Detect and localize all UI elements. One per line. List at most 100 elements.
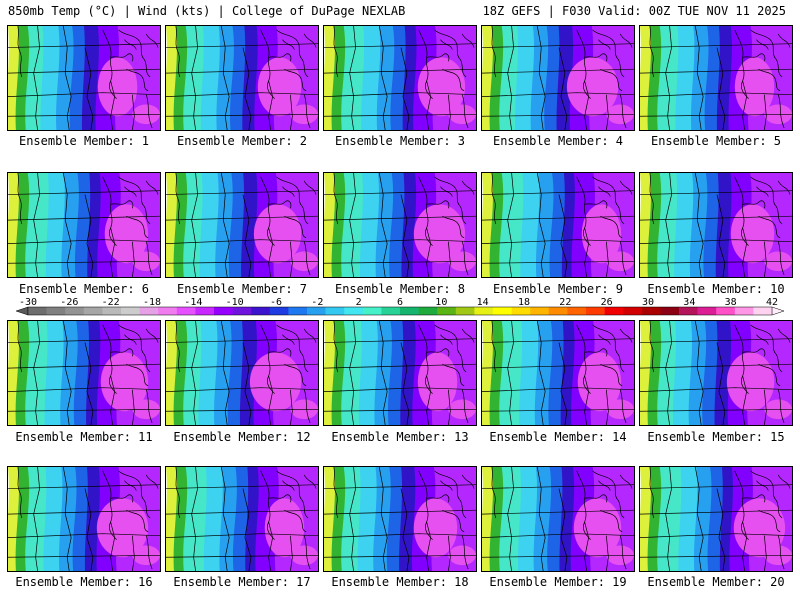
colorbar-swatch	[158, 307, 178, 315]
warm-core	[264, 498, 305, 558]
colorbar-swatch	[567, 307, 587, 315]
temperature-field	[8, 467, 160, 571]
ensemble-member-map	[7, 466, 161, 572]
colorbar-swatch	[269, 307, 289, 315]
ensemble-member-map	[323, 466, 477, 572]
colorbar-swatch	[121, 307, 140, 315]
colorbar-swatch	[400, 307, 419, 315]
ensemble-member-map	[639, 466, 793, 572]
colorbar-swatch	[511, 307, 531, 315]
ensemble-member-map	[165, 25, 319, 131]
panel-caption: Ensemble Member: 2	[176, 134, 308, 148]
colorbar-swatch	[46, 307, 66, 315]
warm-core	[100, 352, 149, 412]
temperature-field	[640, 321, 792, 425]
colorbar-swatch	[437, 307, 457, 315]
panel-caption: Ensemble Member: 8	[334, 282, 466, 296]
ensemble-member-map	[639, 320, 793, 426]
ensemble-member-map	[7, 25, 161, 131]
colorbar-tick-label: -26	[60, 297, 78, 308]
ensemble-member-map	[165, 466, 319, 572]
colorbar-tick-label: -6	[270, 297, 282, 308]
colorbar-tick-label: -18	[143, 297, 161, 308]
ensemble-member-map	[639, 172, 793, 278]
panel-caption: Ensemble Member: 9	[492, 282, 624, 296]
ensemble-member-map	[7, 320, 161, 426]
colorbar-swatch	[176, 307, 196, 315]
colorbar-swatch	[232, 307, 252, 315]
panel-caption: Ensemble Member: 6	[18, 282, 150, 296]
panel-caption: Ensemble Member: 18	[331, 575, 469, 589]
panel-caption: Ensemble Member: 1	[18, 134, 150, 148]
colorbar-swatch	[65, 307, 85, 315]
colorbar-swatch	[697, 307, 717, 315]
colorbar-tick-label: -22	[102, 297, 120, 308]
colorbar-swatch	[753, 307, 773, 315]
colorbar-swatch	[381, 307, 401, 315]
temperature-field	[482, 26, 634, 130]
panel-caption: Ensemble Member: 12	[173, 430, 311, 444]
colorbar-swatch	[288, 307, 308, 315]
colorbar-tick-label: -14	[184, 297, 202, 308]
panel-caption: Ensemble Member: 7	[176, 282, 308, 296]
temperature-field	[640, 26, 792, 130]
colorbar-tick-label: 42	[766, 297, 778, 308]
warm-core	[249, 352, 302, 412]
panel-caption: Ensemble Member: 10	[647, 282, 785, 296]
warm-core	[577, 352, 622, 412]
ensemble-member-map	[481, 466, 635, 572]
panel-caption: Ensemble Member: 3	[334, 134, 466, 148]
temperature-field	[482, 321, 634, 425]
colorbar-tick-label: 22	[559, 297, 571, 308]
ensemble-member-map	[323, 320, 477, 426]
colorbar-tick-label: 38	[725, 297, 737, 308]
temperature-field	[324, 467, 476, 571]
colorbar-swatch	[641, 307, 661, 315]
warm-core	[413, 498, 458, 558]
colorbar-tick-label: -30	[19, 297, 37, 308]
panel-caption: Ensemble Member: 11	[15, 430, 153, 444]
colorbar-swatch	[214, 307, 233, 315]
colorbar-swatch	[28, 307, 47, 315]
colorbar-swatch	[251, 307, 271, 315]
panel-caption: Ensemble Member: 16	[15, 575, 153, 589]
colorbar-min-arrow	[16, 306, 29, 316]
panel-caption: Ensemble Member: 14	[489, 430, 627, 444]
temperature-field	[640, 467, 792, 571]
warm-core	[566, 57, 619, 117]
warm-core	[734, 57, 775, 117]
ensemble-member-map	[481, 320, 635, 426]
warm-core	[726, 352, 775, 412]
colorbar-swatch	[716, 307, 736, 315]
colorbar-tick-label: 10	[435, 297, 447, 308]
colorbar-tick-label: -2	[311, 297, 323, 308]
warm-core	[257, 57, 302, 117]
colorbar-tick-label: 26	[601, 297, 613, 308]
colorbar-tick-label: 18	[518, 297, 530, 308]
colorbar-swatch	[195, 307, 215, 315]
colorbar-swatch	[548, 307, 568, 315]
colorbar-swatch	[660, 307, 680, 315]
colorbar-swatch	[530, 307, 550, 315]
temperature-field	[8, 26, 160, 130]
colorbar-tick-label: 34	[683, 297, 695, 308]
colorbar-tick-label: 14	[477, 297, 489, 308]
colorbar-swatch	[307, 307, 326, 315]
colorbar-swatch	[344, 307, 364, 315]
ensemble-member-map	[639, 25, 793, 131]
colorbar-tick-label: 2	[356, 297, 362, 308]
colorbar-tick-label: -10	[226, 297, 244, 308]
warm-core	[730, 204, 775, 264]
colorbar-tick-label: 6	[397, 297, 403, 308]
temperature-field	[640, 173, 792, 277]
colorbar-swatch	[623, 307, 643, 315]
colorbar-swatch	[474, 307, 494, 315]
panel-caption: Ensemble Member: 17	[173, 575, 311, 589]
temperature-field	[482, 173, 634, 277]
colorbar-tick-label: 30	[642, 297, 654, 308]
colorbar-swatch	[734, 307, 754, 315]
temperature-field	[166, 173, 318, 277]
temperature-field	[8, 173, 160, 277]
warm-core	[417, 352, 458, 412]
colorbar-swatch	[586, 307, 605, 315]
